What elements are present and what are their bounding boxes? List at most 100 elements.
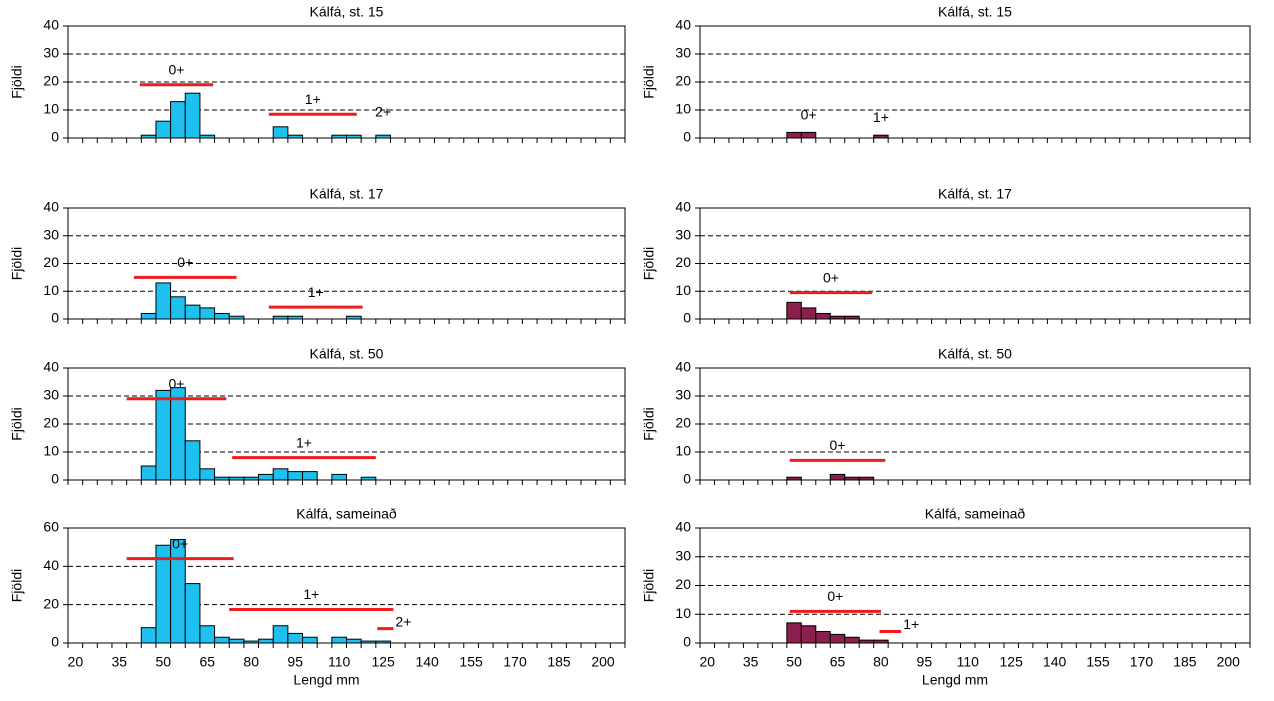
age-group-label: 0+	[823, 269, 839, 285]
age-group-label: 0+	[830, 437, 846, 453]
bar	[844, 315, 860, 320]
bar	[272, 625, 289, 644]
bar	[140, 465, 157, 481]
bar	[140, 627, 157, 644]
bar	[844, 476, 860, 481]
bar	[815, 312, 831, 320]
bar	[155, 389, 172, 481]
y-tick-label: 20	[675, 415, 691, 431]
bar	[214, 312, 230, 320]
bar	[815, 631, 831, 644]
y-tick-label: 40	[43, 359, 59, 375]
x-tick-label: 65	[199, 654, 215, 670]
chart-title: Kálfá, sameinað	[296, 506, 397, 522]
bar	[287, 315, 304, 320]
bar	[375, 134, 391, 139]
bar	[287, 632, 304, 644]
bar	[800, 625, 817, 644]
bar	[331, 473, 347, 481]
bar	[302, 636, 318, 644]
bar	[829, 473, 846, 481]
y-tick-label: 40	[675, 359, 691, 375]
bar	[228, 638, 245, 644]
x-tick-label: 200	[1217, 654, 1241, 670]
chart-title: Kálfá, st. 50	[310, 346, 384, 362]
y-tick-label: 40	[675, 199, 691, 215]
bar	[258, 638, 274, 644]
bar	[346, 315, 362, 320]
x-tick-label: 50	[786, 654, 802, 670]
x-tick-label: 155	[459, 654, 483, 670]
y-axis-label: Fjöldi	[641, 247, 657, 280]
x-tick-label: 170	[1130, 654, 1154, 670]
bar	[258, 473, 274, 481]
bar	[360, 640, 377, 644]
bar	[184, 583, 201, 644]
age-group-label: 0+	[172, 535, 188, 551]
bar	[360, 476, 377, 481]
chart-title: Kálfá, st. 15	[310, 4, 384, 20]
bar	[346, 638, 362, 644]
y-tick-label: 10	[43, 443, 59, 459]
x-tick-label: 80	[873, 654, 889, 670]
y-tick-label: 20	[43, 73, 59, 89]
bar	[243, 640, 260, 644]
y-tick-label: 30	[675, 547, 691, 563]
bar	[786, 476, 802, 481]
y-axis-label: Fjöldi	[9, 247, 25, 280]
bar	[287, 471, 304, 481]
y-tick-label: 30	[43, 387, 59, 403]
x-tick-label: 185	[547, 654, 571, 670]
y-tick-label: 20	[43, 254, 59, 270]
y-axis-label: Fjöldi	[641, 65, 657, 98]
x-tick-label: 95	[917, 654, 933, 670]
y-tick-label: 40	[43, 199, 59, 215]
bar	[829, 633, 846, 644]
y-tick-label: 10	[675, 101, 691, 117]
bar	[199, 134, 216, 139]
x-tick-label: 140	[415, 654, 439, 670]
y-tick-label: 20	[43, 415, 59, 431]
bar	[858, 476, 875, 481]
y-tick-label: 0	[683, 634, 691, 650]
bar	[331, 636, 347, 644]
bar	[155, 120, 172, 139]
chart-title: Kálfá, st. 50	[938, 346, 1012, 362]
bar	[786, 301, 802, 320]
bar	[287, 134, 304, 139]
x-tick-label: 110	[957, 654, 980, 670]
age-group-label: 1+	[305, 91, 321, 107]
y-tick-label: 0	[683, 310, 691, 326]
age-group-label: 0+	[827, 588, 843, 604]
x-tick-label: 155	[1086, 654, 1110, 670]
x-tick-label: 80	[243, 654, 259, 670]
bar	[800, 131, 817, 139]
x-tick-label: 125	[1000, 654, 1024, 670]
y-tick-label: 30	[675, 45, 691, 61]
x-tick-label: 125	[371, 654, 395, 670]
bar	[170, 296, 186, 320]
age-group-label: 0+	[801, 106, 817, 122]
y-tick-label: 20	[675, 254, 691, 270]
age-group-label: 0+	[177, 254, 193, 270]
age-group-label: 1+	[296, 434, 312, 450]
y-axis-label: Fjöldi	[9, 569, 25, 602]
y-axis-label: Fjöldi	[641, 569, 657, 602]
y-tick-label: 40	[43, 557, 59, 573]
bar	[170, 387, 186, 481]
age-group-label: 1+	[873, 109, 889, 125]
x-tick-label: 50	[155, 654, 171, 670]
y-tick-label: 20	[675, 576, 691, 592]
y-tick-label: 0	[51, 129, 59, 145]
y-tick-label: 20	[675, 73, 691, 89]
y-tick-label: 10	[43, 101, 59, 117]
bar	[272, 126, 289, 139]
x-axis-label: Lengd mm	[922, 672, 988, 688]
age-group-label: 1+	[303, 586, 319, 602]
chart-title: Kálfá, st. 15	[938, 4, 1012, 20]
bar	[331, 134, 347, 139]
bar	[184, 440, 201, 481]
chart-title: Kálfá, st. 17	[310, 186, 384, 202]
bar	[228, 315, 245, 320]
bar	[184, 304, 201, 320]
